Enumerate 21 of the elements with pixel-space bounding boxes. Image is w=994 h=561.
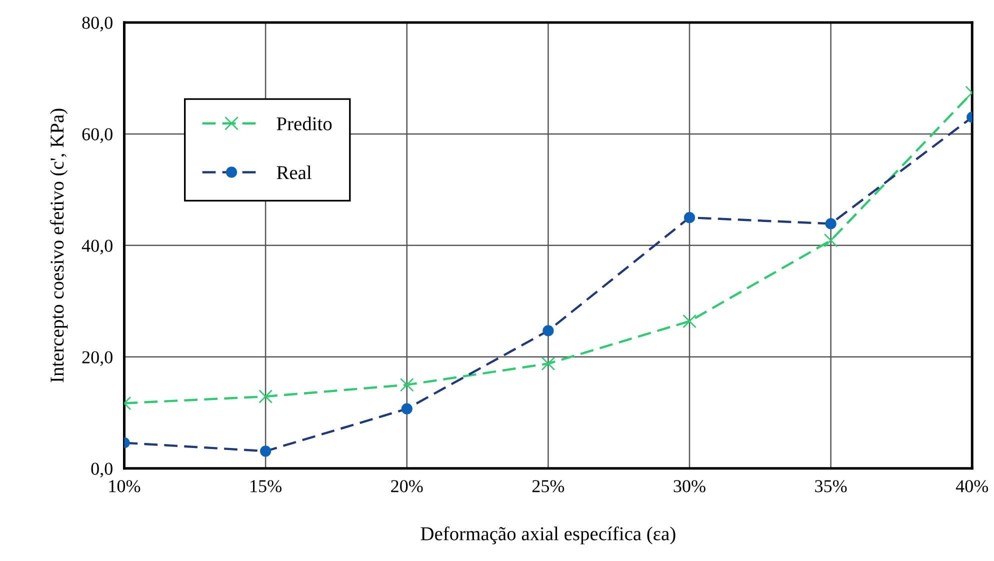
- x-tick-label: 25%: [532, 480, 564, 492]
- x-tick-label: 20%: [391, 480, 423, 492]
- legend-label: Real: [276, 166, 312, 180]
- x-tick-label: 30%: [674, 480, 706, 492]
- y-axis-title: Intercepto coesivo efetivo (c', KPa): [50, 108, 68, 382]
- y-tick-label: 80,0: [82, 16, 112, 32]
- y-tick-label: 0,0: [91, 462, 112, 478]
- y-tick-label: 40,0: [82, 240, 112, 254]
- x-tick-label: 10%: [109, 480, 140, 492]
- point: [400, 378, 414, 392]
- x-tick-label: 40%: [956, 480, 988, 492]
- x-tick-label: 35%: [815, 480, 847, 492]
- point: [682, 314, 696, 328]
- point: [541, 356, 556, 371]
- x-tick-label: 15%: [250, 480, 282, 492]
- point: [258, 390, 273, 404]
- point: [824, 233, 838, 248]
- y-tick-label: 20,0: [82, 351, 112, 366]
- x-axis-title: Deformação axial específica (εa): [420, 526, 676, 544]
- legend-label: Predito: [276, 116, 332, 130]
- y-tick-label: 60,0: [82, 128, 112, 143]
